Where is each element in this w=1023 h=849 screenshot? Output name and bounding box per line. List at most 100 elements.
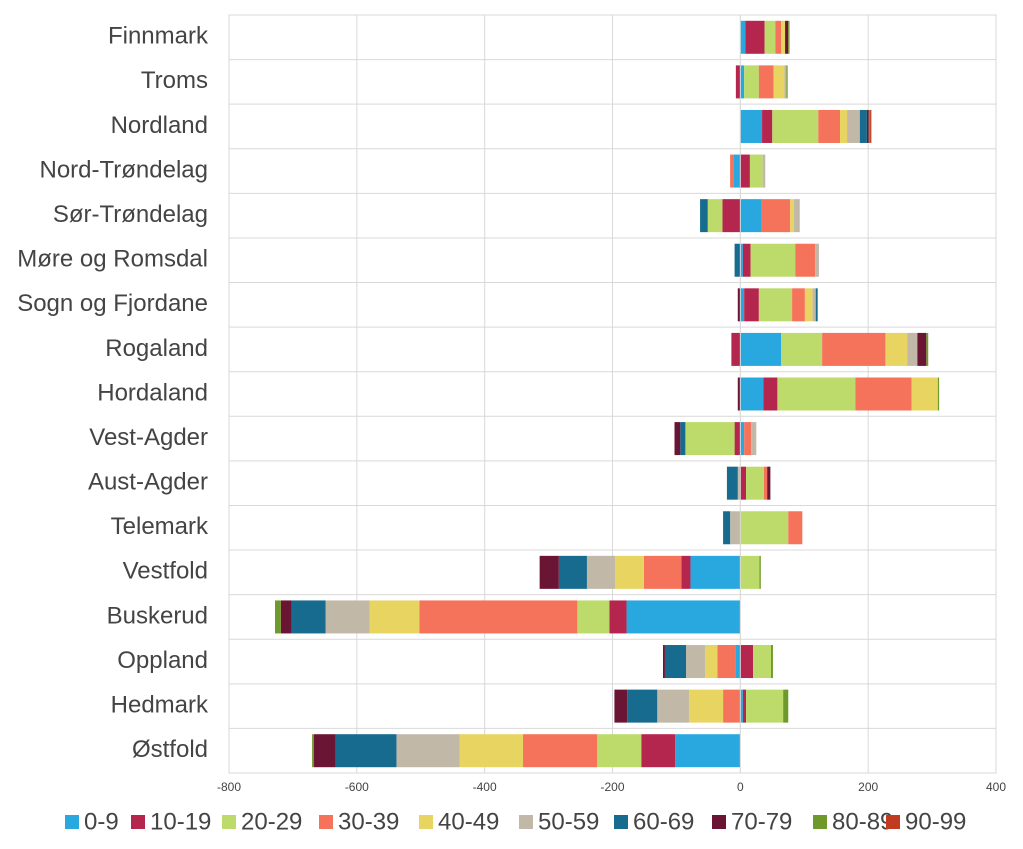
- legend-label: 30-39: [338, 808, 399, 835]
- bar-segment: [740, 109, 763, 143]
- bar-segment: [740, 689, 743, 723]
- bar-segment: [788, 511, 803, 545]
- bar-segment: [745, 20, 765, 54]
- category-label: Vest-Agder: [89, 424, 208, 451]
- bar-segment: [312, 734, 315, 768]
- bar-segment: [795, 243, 816, 277]
- legend-label: 0-9: [84, 808, 119, 835]
- bar-segment: [812, 288, 816, 322]
- bar-segment: [750, 243, 796, 277]
- category-label: Finnmark: [108, 23, 209, 50]
- bar-segment: [907, 332, 918, 366]
- category-label: Buskerud: [107, 602, 208, 629]
- legend-swatch: [319, 815, 333, 829]
- bar-segment: [674, 422, 681, 456]
- bar-segment: [740, 555, 760, 589]
- legend-label: 40-49: [438, 808, 499, 835]
- bar-segment: [419, 600, 578, 634]
- bar-segment: [577, 600, 610, 634]
- legend-label: 50-59: [538, 808, 599, 835]
- bar-segment: [742, 689, 747, 723]
- bar-segment: [751, 422, 757, 456]
- bar-segment: [868, 109, 871, 143]
- legend-swatch: [419, 815, 433, 829]
- bar-segment: [626, 600, 741, 634]
- bar-segment: [740, 645, 754, 679]
- bar-segment: [689, 689, 724, 723]
- bar-segment: [737, 466, 741, 500]
- bar-segment: [777, 377, 856, 411]
- bar-segment: [818, 109, 841, 143]
- bar-segment: [822, 332, 886, 366]
- category-label: Hedmark: [111, 691, 209, 718]
- bar-segment: [558, 555, 587, 589]
- bar-segment: [740, 154, 750, 188]
- bar-segment: [740, 20, 746, 54]
- bar-segment: [681, 555, 691, 589]
- bar-segment: [840, 109, 848, 143]
- bar-segment: [749, 154, 763, 188]
- bar-segment: [335, 734, 397, 768]
- bar-segment: [762, 109, 773, 143]
- legend-swatch: [65, 815, 79, 829]
- category-label: Aust-Agder: [88, 469, 208, 496]
- bar-segment: [759, 555, 761, 589]
- legend-label: 80-89: [832, 808, 893, 835]
- bar-segment: [771, 645, 773, 679]
- bar-segment: [767, 466, 771, 500]
- bar-segment: [735, 65, 741, 99]
- bar-segment: [609, 600, 627, 634]
- category-label: Rogaland: [105, 335, 208, 362]
- bar-segment: [731, 332, 741, 366]
- x-tick-label: -800: [217, 780, 241, 794]
- legend-label: 60-69: [633, 808, 694, 835]
- bar-segment: [783, 689, 789, 723]
- bar-segment: [758, 65, 774, 99]
- bar-segment: [740, 332, 782, 366]
- bar-segment: [740, 288, 745, 322]
- bar-segment: [937, 377, 940, 411]
- bar-segment: [866, 109, 869, 143]
- bar-segment: [772, 109, 819, 143]
- bar-segment: [740, 243, 743, 277]
- bar-segment: [735, 645, 741, 679]
- bar-segment: [705, 645, 718, 679]
- bar-segment: [643, 555, 682, 589]
- category-label: Troms: [141, 67, 208, 94]
- bar-segment: [790, 199, 795, 233]
- legend-swatch: [222, 815, 236, 829]
- legend-label: 20-29: [241, 808, 302, 835]
- bar-segment: [723, 689, 741, 723]
- category-label: Telemark: [111, 513, 209, 540]
- bar-segment: [794, 199, 800, 233]
- bar-segment: [680, 422, 686, 456]
- bar-segment: [614, 689, 628, 723]
- bar-segment: [788, 20, 790, 54]
- bar-segment: [641, 734, 676, 768]
- bar-segment: [615, 555, 644, 589]
- legend-label: 70-79: [731, 808, 792, 835]
- bar-segment: [627, 689, 658, 723]
- x-tick-label: 0: [737, 780, 744, 794]
- bar-segment: [730, 154, 734, 188]
- bar-segment: [396, 734, 460, 768]
- x-tick-label: -400: [473, 780, 497, 794]
- bar-segment: [773, 65, 785, 99]
- bar-segment: [763, 466, 768, 500]
- category-label: Møre og Romsdal: [17, 246, 208, 273]
- bar-segment: [781, 20, 786, 54]
- legend-swatch: [813, 815, 827, 829]
- bar-segment: [775, 20, 782, 54]
- bar-segment: [763, 377, 778, 411]
- bar-segment: [734, 422, 741, 456]
- bar-segment: [926, 332, 929, 366]
- bar-segment: [740, 466, 747, 500]
- legend-swatch: [712, 815, 726, 829]
- bar-segment: [291, 600, 326, 634]
- category-label: Østfold: [132, 736, 208, 763]
- category-label: Sogn og Fjordane: [17, 290, 208, 317]
- legend-swatch: [886, 815, 900, 829]
- bar-segment: [786, 65, 788, 99]
- bar-segment: [784, 65, 787, 99]
